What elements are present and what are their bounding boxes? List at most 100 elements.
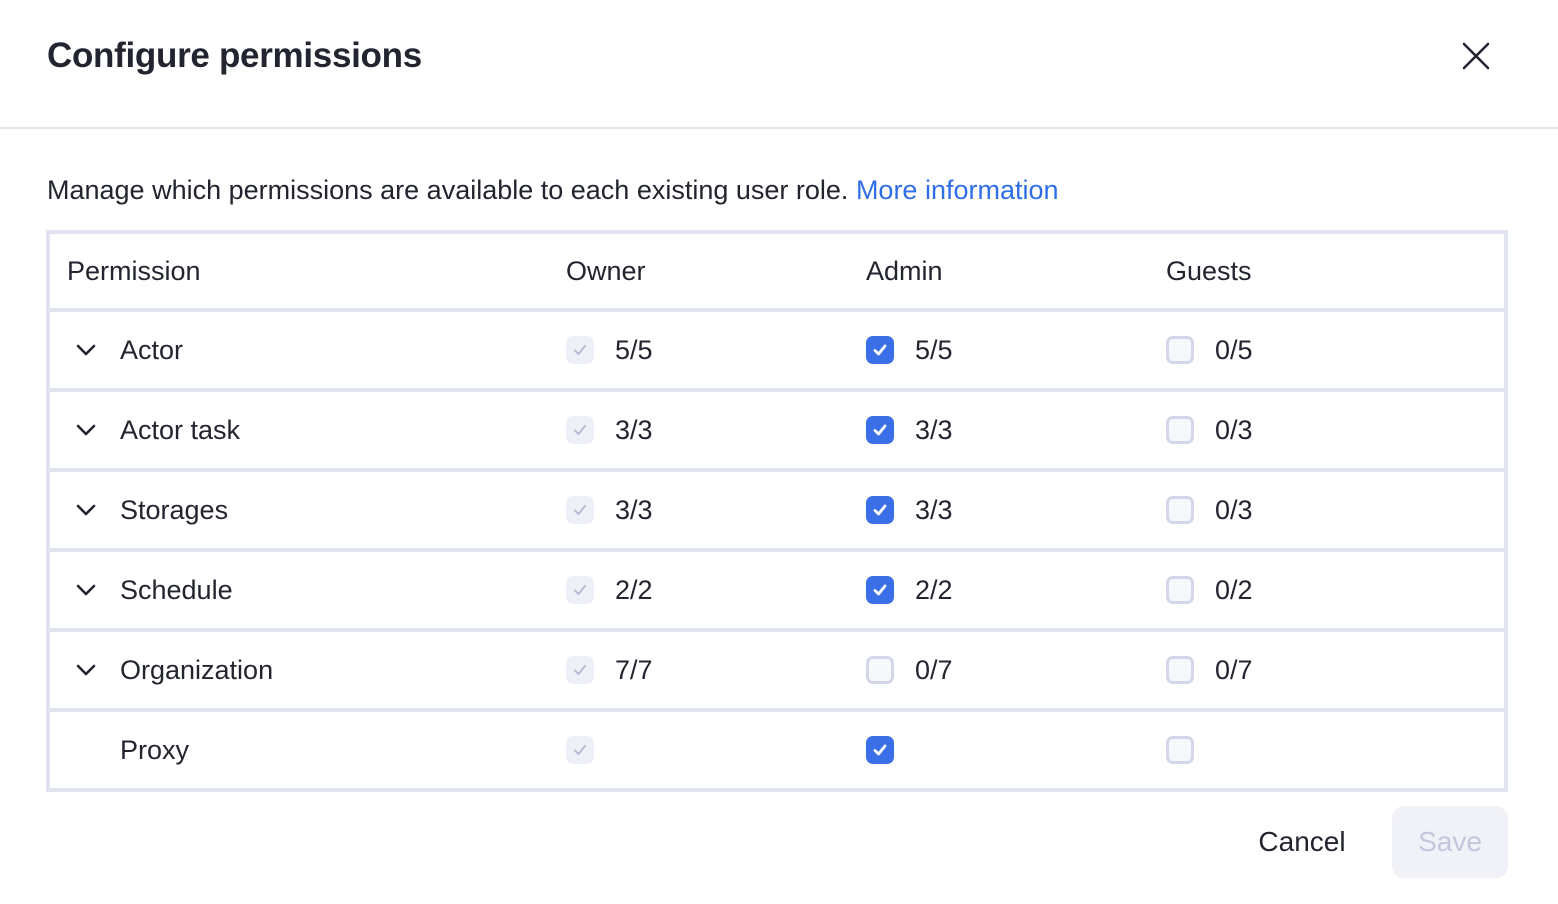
admin-checkbox[interactable] [866,656,894,684]
guests-checkbox[interactable] [1166,656,1194,684]
table-row: Storages 3/3 3/3 0/3 [50,472,1504,552]
checkmark-icon [873,424,887,436]
owner-checkbox [566,496,594,524]
guests-count: 0/7 [1215,654,1253,685]
owner-cell: 5/5 [566,312,653,388]
permissions-table: Permission Owner Admin Guests Actor 5/5 … [46,230,1508,792]
table-header: Permission Owner Admin Guests [50,234,1504,312]
checkmark-icon [873,744,887,756]
checkmark-icon [574,585,586,595]
owner-checkbox [566,736,594,764]
permission-cell[interactable]: Actor [67,312,183,388]
admin-count: 2/2 [915,574,953,605]
table-row: Schedule 2/2 2/2 0/2 [50,552,1504,632]
permission-name: Actor [120,334,184,365]
permission-name: Schedule [120,574,233,605]
owner-cell: 7/7 [566,632,653,708]
header-owner: Owner [566,255,646,286]
owner-checkbox [566,656,594,684]
chevron-down-icon[interactable] [71,495,101,525]
guests-cell: 0/5 [1166,312,1253,388]
header-permission: Permission [67,255,201,286]
permission-cell[interactable]: Actor task [67,392,240,468]
close-icon [1462,42,1490,70]
checkmark-icon [574,425,586,435]
permission-name: Storages [120,494,229,525]
owner-cell: 2/2 [566,552,653,628]
permission-cell[interactable]: Organization [67,632,273,708]
owner-count: 3/3 [615,494,653,525]
checkmark-icon [873,344,887,356]
guests-count: 0/3 [1215,414,1253,445]
header-admin: Admin [866,255,943,286]
table-row: Proxy [50,712,1504,792]
permission-cell[interactable]: Storages [67,472,228,548]
checkmark-icon [574,345,586,355]
description: Manage which permissions are available t… [47,175,1059,206]
owner-cell [566,712,615,788]
owner-count: 3/3 [615,414,653,445]
permission-name: Actor task [120,414,241,445]
guests-checkbox[interactable] [1166,416,1194,444]
table-row: Actor task 3/3 3/3 0/3 [50,392,1504,472]
guests-count: 0/3 [1215,494,1253,525]
checkmark-icon [873,504,887,516]
guests-checkbox[interactable] [1166,336,1194,364]
checkmark-icon [873,584,887,596]
owner-count: 7/7 [615,654,653,685]
guests-count: 0/2 [1215,574,1253,605]
admin-checkbox[interactable] [866,336,894,364]
header-divider [0,127,1558,129]
chevron-down-icon[interactable] [71,335,101,365]
description-text: Manage which permissions are available t… [47,175,849,205]
guests-checkbox[interactable] [1166,496,1194,524]
admin-count: 3/3 [915,414,953,445]
checkmark-icon [574,745,586,755]
table-row: Actor 5/5 5/5 0/5 [50,312,1504,392]
owner-count: 2/2 [615,574,653,605]
permission-cell: Proxy [67,712,189,788]
cancel-button[interactable]: Cancel [1240,806,1364,878]
admin-cell [866,712,915,788]
more-information-link[interactable]: More information [855,175,1059,205]
save-button[interactable]: Save [1392,806,1508,878]
admin-checkbox[interactable] [866,416,894,444]
guests-cell: 0/7 [1166,632,1253,708]
owner-checkbox [566,416,594,444]
guests-cell [1166,712,1215,788]
chevron-down-icon[interactable] [71,575,101,605]
guests-checkbox[interactable] [1166,576,1194,604]
owner-checkbox [566,576,594,604]
chevron-down-icon[interactable] [71,655,101,685]
owner-count: 5/5 [615,334,653,365]
guests-checkbox[interactable] [1166,736,1194,764]
admin-cell: 0/7 [866,632,953,708]
admin-cell: 3/3 [866,472,953,548]
permission-name: Organization [120,654,274,685]
close-button[interactable] [1456,36,1496,76]
guests-cell: 0/2 [1166,552,1253,628]
admin-cell: 5/5 [866,312,953,388]
permission-name: Proxy [120,734,190,765]
permission-cell[interactable]: Schedule [67,552,233,628]
admin-count: 3/3 [915,494,953,525]
dialog-title: Configure permissions [47,36,422,75]
guests-cell: 0/3 [1166,472,1253,548]
admin-checkbox[interactable] [866,736,894,764]
owner-cell: 3/3 [566,392,653,468]
admin-count: 0/7 [915,654,953,685]
table-row: Organization 7/7 0/7 0/7 [50,632,1504,712]
guests-cell: 0/3 [1166,392,1253,468]
guests-count: 0/5 [1215,334,1253,365]
header-guests: Guests [1166,255,1252,286]
checkmark-icon [574,505,586,515]
admin-checkbox[interactable] [866,496,894,524]
admin-checkbox[interactable] [866,576,894,604]
admin-cell: 3/3 [866,392,953,468]
owner-checkbox [566,336,594,364]
chevron-down-icon[interactable] [71,415,101,445]
admin-cell: 2/2 [866,552,953,628]
checkmark-icon [574,665,586,675]
admin-count: 5/5 [915,334,953,365]
owner-cell: 3/3 [566,472,653,548]
